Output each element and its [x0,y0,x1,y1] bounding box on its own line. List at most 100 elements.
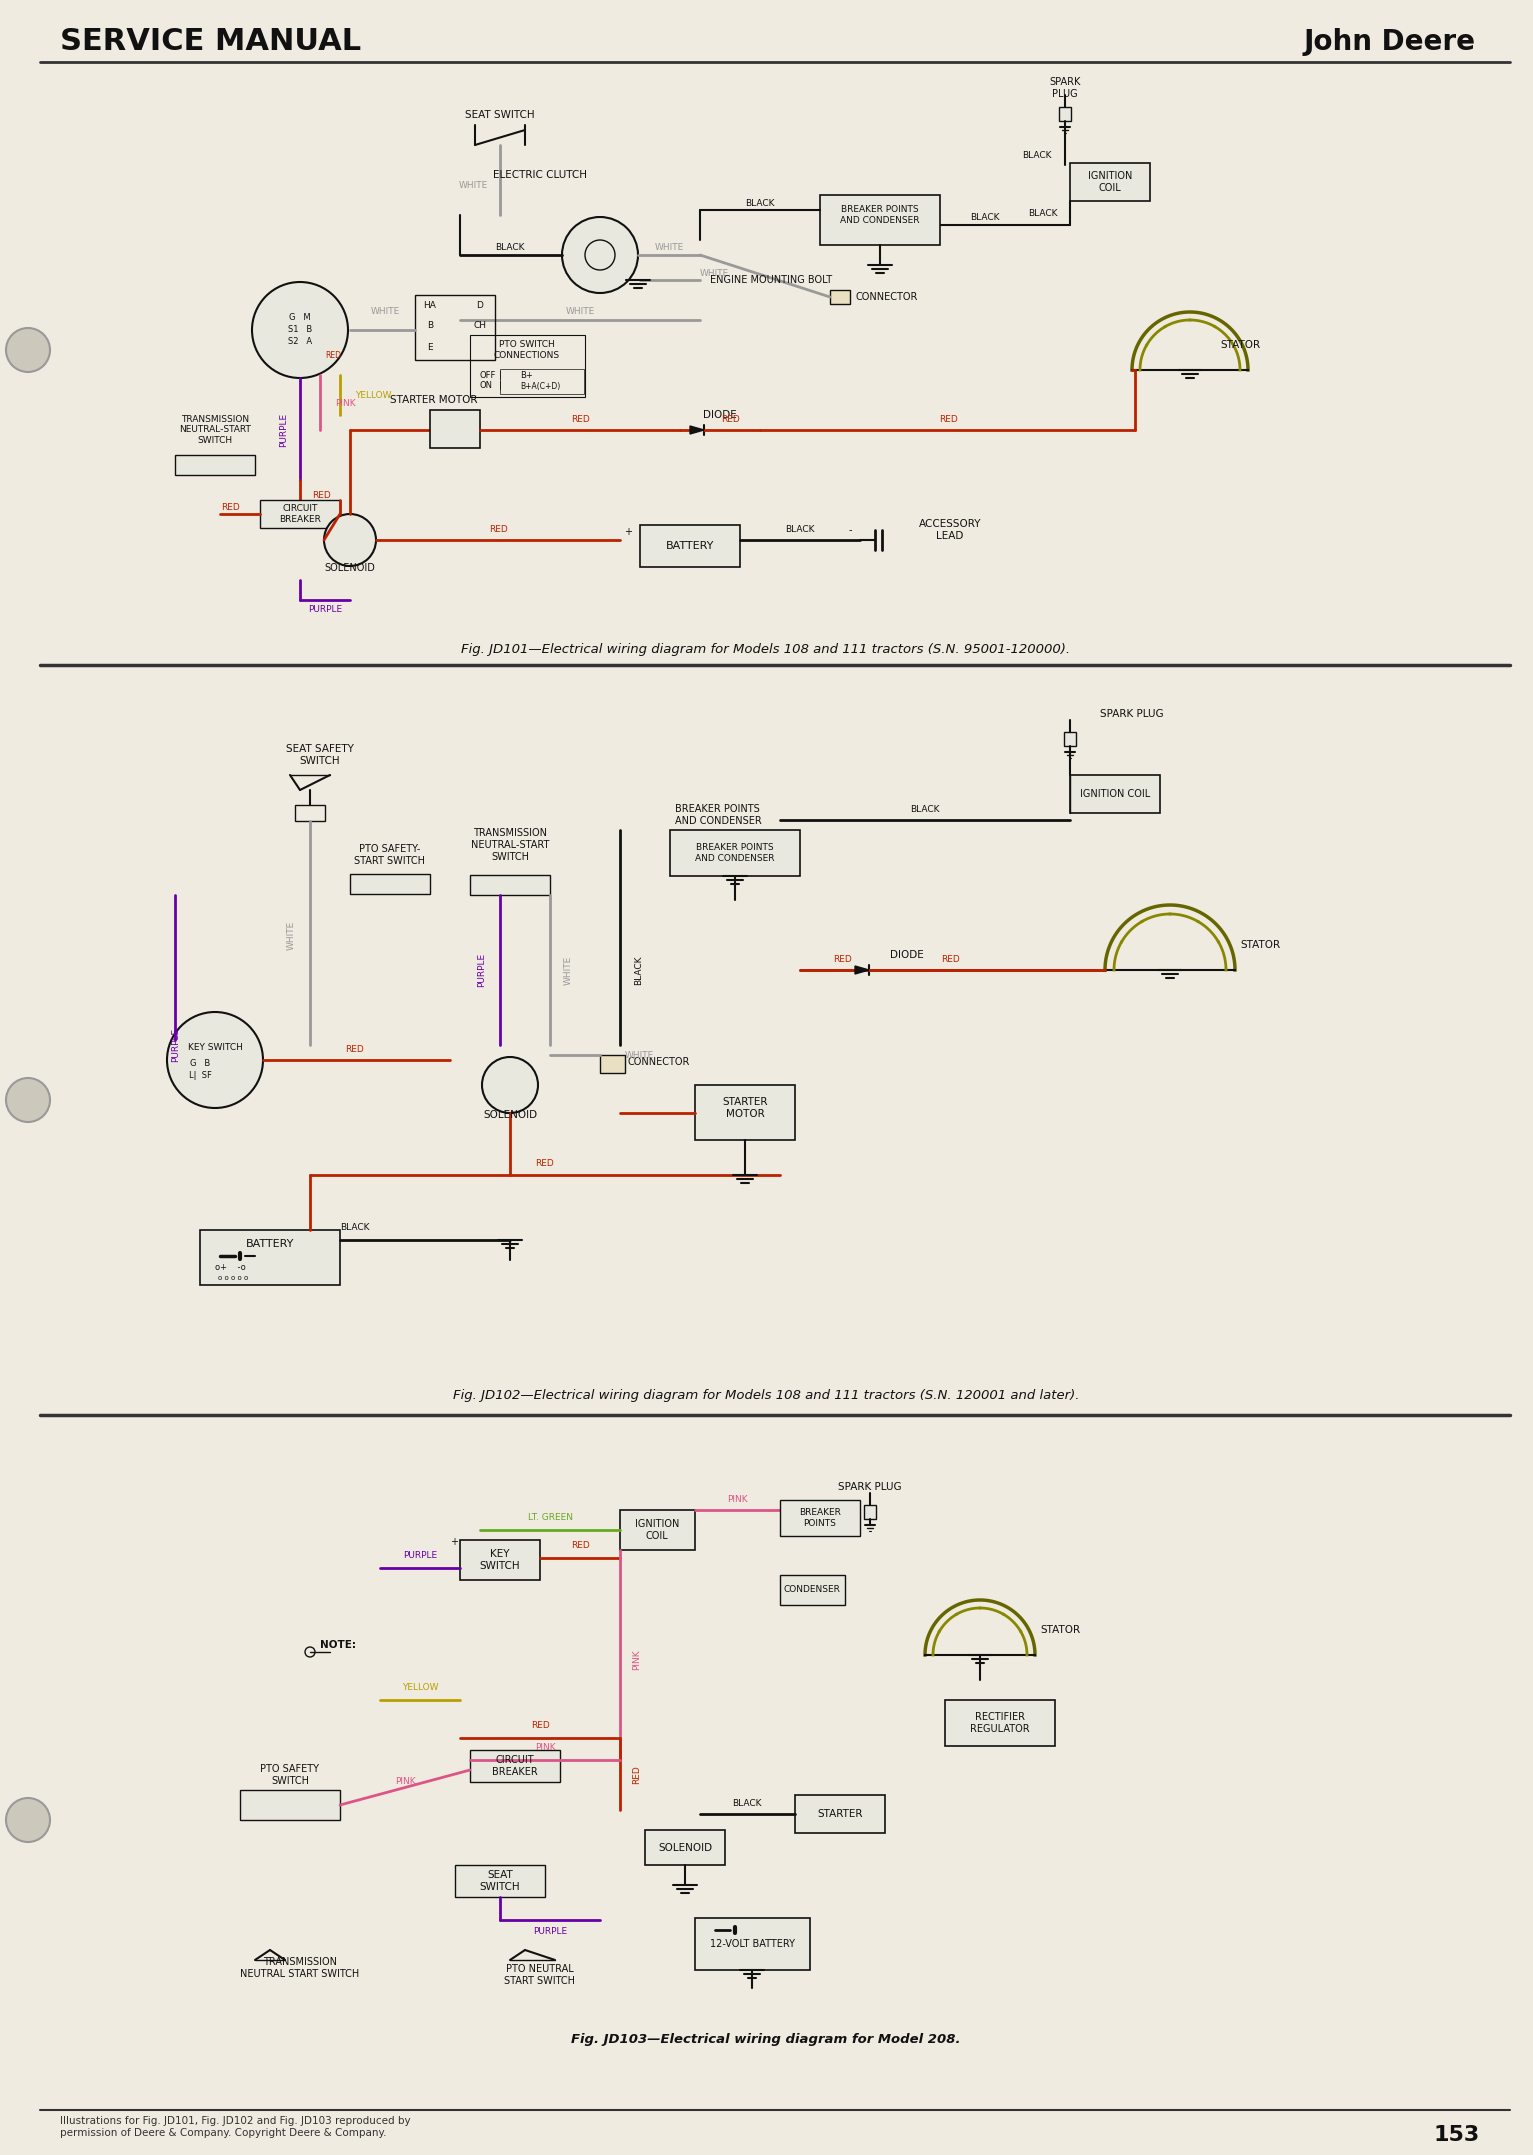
Text: RED: RED [721,416,739,425]
Text: WHITE: WHITE [566,308,595,317]
Text: BLACK: BLACK [745,198,774,207]
Bar [645,1830,725,1864]
Text: TRANSMISSION
NEUTRAL-START
SWITCH: TRANSMISSION NEUTRAL-START SWITCH [471,828,549,862]
Text: BREAKER POINTS
AND CONDENSER: BREAKER POINTS AND CONDENSER [696,843,774,862]
Text: B+: B+ [520,371,533,379]
Circle shape [323,515,376,567]
Text: NOTE:: NOTE: [320,1640,356,1651]
Text: SERVICE MANUAL: SERVICE MANUAL [60,28,362,56]
Bar [796,1795,885,1834]
Text: RECTIFIER
REGULATOR: RECTIFIER REGULATOR [970,1713,1030,1735]
Text: RED: RED [941,955,960,965]
Bar [261,500,340,528]
Text: SOLENOID: SOLENOID [483,1110,537,1121]
Text: RED: RED [221,502,241,511]
Text: PTO SWITCH
CONNECTIONS: PTO SWITCH CONNECTIONS [494,340,560,360]
Circle shape [6,1797,51,1843]
Bar [694,1084,796,1140]
Bar [1070,164,1150,200]
Circle shape [563,218,638,293]
Text: WHITE: WHITE [655,244,684,252]
Text: SEAT
SWITCH: SEAT SWITCH [480,1871,520,1892]
Text: RED: RED [345,1045,365,1054]
Bar [415,295,495,360]
Bar [199,1231,340,1284]
Text: RED: RED [535,1159,555,1168]
Text: BLACK: BLACK [340,1224,369,1233]
Text: RED: RED [325,351,340,360]
Text: YELLOW: YELLOW [356,390,391,399]
Bar [460,1541,540,1580]
Text: STARTER MOTOR: STARTER MOTOR [389,394,477,405]
Text: SEAT SAFETY
SWITCH: SEAT SAFETY SWITCH [287,743,354,765]
Bar [829,291,849,304]
Bar [694,1918,809,1970]
Text: PTO NEUTRAL
START SWITCH: PTO NEUTRAL START SWITCH [504,1963,575,1985]
Text: WHITE: WHITE [287,920,296,950]
Bar [471,1750,560,1782]
Text: ACCESSORY
LEAD: ACCESSORY LEAD [918,519,981,541]
Bar [471,875,550,894]
Text: STATOR: STATOR [1240,940,1280,950]
Text: BREAKER POINTS
AND CONDENSER: BREAKER POINTS AND CONDENSER [675,804,762,825]
Bar [241,1791,340,1821]
Circle shape [6,328,51,373]
Text: WHITE: WHITE [701,269,730,278]
Circle shape [6,1078,51,1123]
Bar [500,369,584,394]
Text: CONDENSER: CONDENSER [783,1586,840,1595]
Text: STATOR: STATOR [1220,340,1260,349]
Text: 153: 153 [1433,2125,1479,2144]
Text: OFF: OFF [480,371,497,379]
Text: TRANSMISSION
NEUTRAL START SWITCH: TRANSMISSION NEUTRAL START SWITCH [241,1957,360,1978]
Text: RED: RED [834,955,852,965]
Text: PURPLE: PURPLE [172,1028,179,1062]
Text: SPARK
PLUG: SPARK PLUG [1049,78,1081,99]
Text: S1   B: S1 B [288,325,313,334]
Text: |: | [498,381,501,390]
Text: B+A(C+D): B+A(C+D) [520,381,560,390]
Text: |: | [498,371,501,379]
Text: L|  SF: L| SF [189,1071,212,1080]
Text: IGNITION COIL: IGNITION COIL [1079,789,1150,800]
Text: BLACK: BLACK [1023,151,1052,159]
Text: PINK: PINK [727,1496,747,1504]
Text: -: - [848,526,852,534]
Text: G   B: G B [190,1058,210,1067]
Text: John Deere: John Deere [1303,28,1475,56]
Text: RED: RED [313,491,331,500]
Text: PURPLE: PURPLE [533,1927,567,1937]
Text: SPARK PLUG: SPARK PLUG [839,1483,901,1491]
Text: BLACK: BLACK [1029,209,1058,218]
Polygon shape [855,965,869,974]
Text: KEY
SWITCH: KEY SWITCH [480,1549,520,1571]
Bar [294,806,325,821]
Text: B: B [426,321,432,330]
Text: BREAKER POINTS
AND CONDENSER: BREAKER POINTS AND CONDENSER [840,205,920,224]
Text: ENGINE MOUNTING BOLT: ENGINE MOUNTING BOLT [710,276,832,284]
Text: LT. GREEN: LT. GREEN [527,1513,572,1521]
Text: CONNECTOR: CONNECTOR [629,1056,690,1067]
Bar [350,875,429,894]
Text: DIODE: DIODE [704,409,737,420]
Text: BLACK: BLACK [733,1799,762,1808]
Text: CIRCUIT
BREAKER: CIRCUIT BREAKER [279,504,320,524]
Bar [1059,108,1072,121]
Text: BATTERY: BATTERY [245,1239,294,1250]
Circle shape [481,1056,538,1112]
Text: BLACK: BLACK [911,806,940,815]
Text: RED: RED [570,1541,589,1549]
Text: STARTER: STARTER [817,1808,863,1819]
Text: +: + [451,1537,458,1547]
Bar [670,830,800,875]
Text: WHITE: WHITE [458,181,487,190]
Bar [780,1575,845,1605]
Text: TRANSMISSION
NEUTRAL-START
SWITCH: TRANSMISSION NEUTRAL-START SWITCH [179,416,251,444]
Text: BLACK: BLACK [635,955,642,985]
Text: DIODE: DIODE [891,950,924,959]
Text: STATOR: STATOR [1039,1625,1081,1636]
Text: RED: RED [570,416,589,425]
Text: PURPLE: PURPLE [403,1552,437,1560]
Text: IGNITION
COIL: IGNITION COIL [635,1519,679,1541]
Bar [471,334,586,397]
